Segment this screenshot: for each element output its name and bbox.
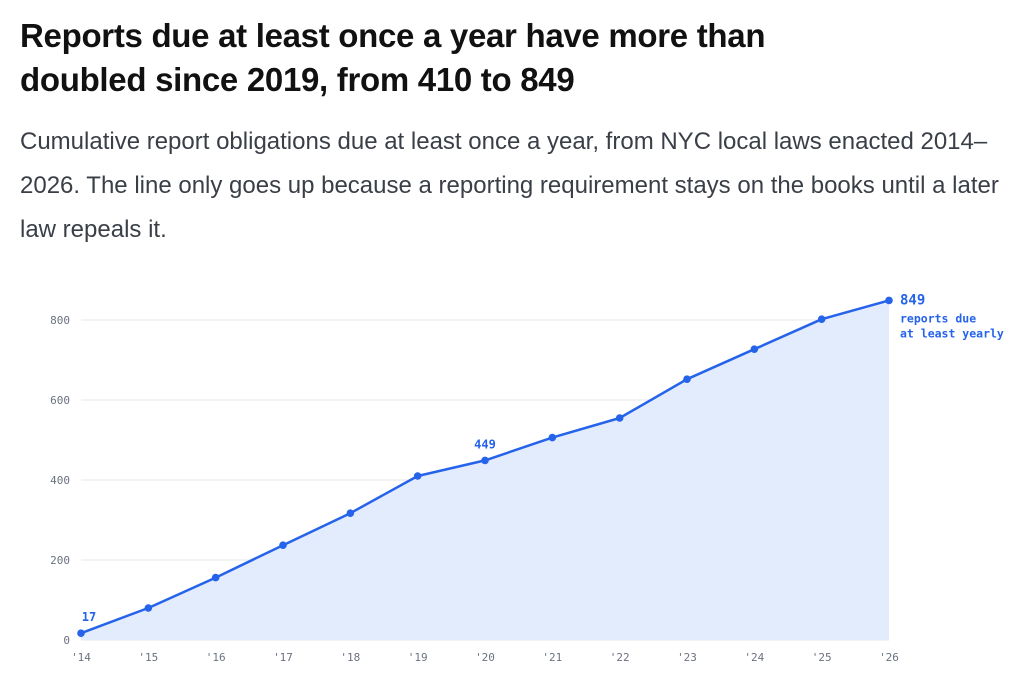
x-tick-label: '20 [475, 651, 495, 664]
y-axis-ticks: 0 200 400 600 800 [50, 314, 70, 647]
x-tick-label: '26 [879, 651, 899, 664]
x-axis-ticks: '14 '15 '16 '17 '18 '19 '20 '21 '22 '23 '24 '25 '26 [71, 651, 899, 664]
data-point-26 [885, 296, 893, 305]
data-point-17 [279, 541, 287, 549]
y-tick-label: 400 [50, 474, 70, 487]
end-caption-line: at least yearly [900, 326, 1004, 340]
data-point-15 [144, 604, 153, 612]
chart-title: Reports due at least once a year have mo… [20, 17, 766, 98]
data-point-16 [211, 573, 220, 582]
x-tick-label: '21 [542, 651, 562, 664]
data-label: 449 [474, 437, 496, 451]
y-tick-label: 800 [50, 314, 70, 327]
x-tick-label: '25 [812, 651, 832, 664]
data-point-25 [817, 315, 826, 324]
x-tick-label: '19 [408, 651, 428, 664]
x-tick-label: '17 [273, 651, 293, 664]
y-tick-label: 0 [63, 634, 70, 647]
x-tick-label: '15 [138, 651, 158, 664]
data-point-20 [481, 456, 489, 465]
data-point-14 [77, 629, 85, 637]
data-point-22 [615, 414, 624, 422]
y-tick-label: 200 [50, 554, 70, 567]
series-area [81, 300, 889, 640]
data-points [77, 296, 893, 637]
chart-subtitle: Cumulative report obligations due at lea… [20, 128, 999, 243]
x-tick-label: '16 [206, 651, 226, 664]
end-caption-line: reports due [900, 311, 976, 325]
y-tick-label: 600 [50, 394, 70, 407]
x-tick-label: '24 [744, 651, 764, 664]
x-tick-label: '18 [340, 651, 360, 664]
data-point-18 [346, 509, 355, 517]
annotations: 17 449 [82, 437, 496, 624]
end-value-label: 849 [900, 292, 925, 308]
x-tick-label: '23 [677, 651, 697, 664]
data-point-21 [548, 433, 557, 442]
data-label: 17 [82, 610, 96, 624]
x-tick-label: '14 [71, 651, 91, 664]
x-tick-label: '22 [610, 651, 630, 664]
data-point-19 [413, 472, 422, 480]
data-point-23 [683, 375, 691, 384]
data-point-24 [750, 345, 759, 354]
